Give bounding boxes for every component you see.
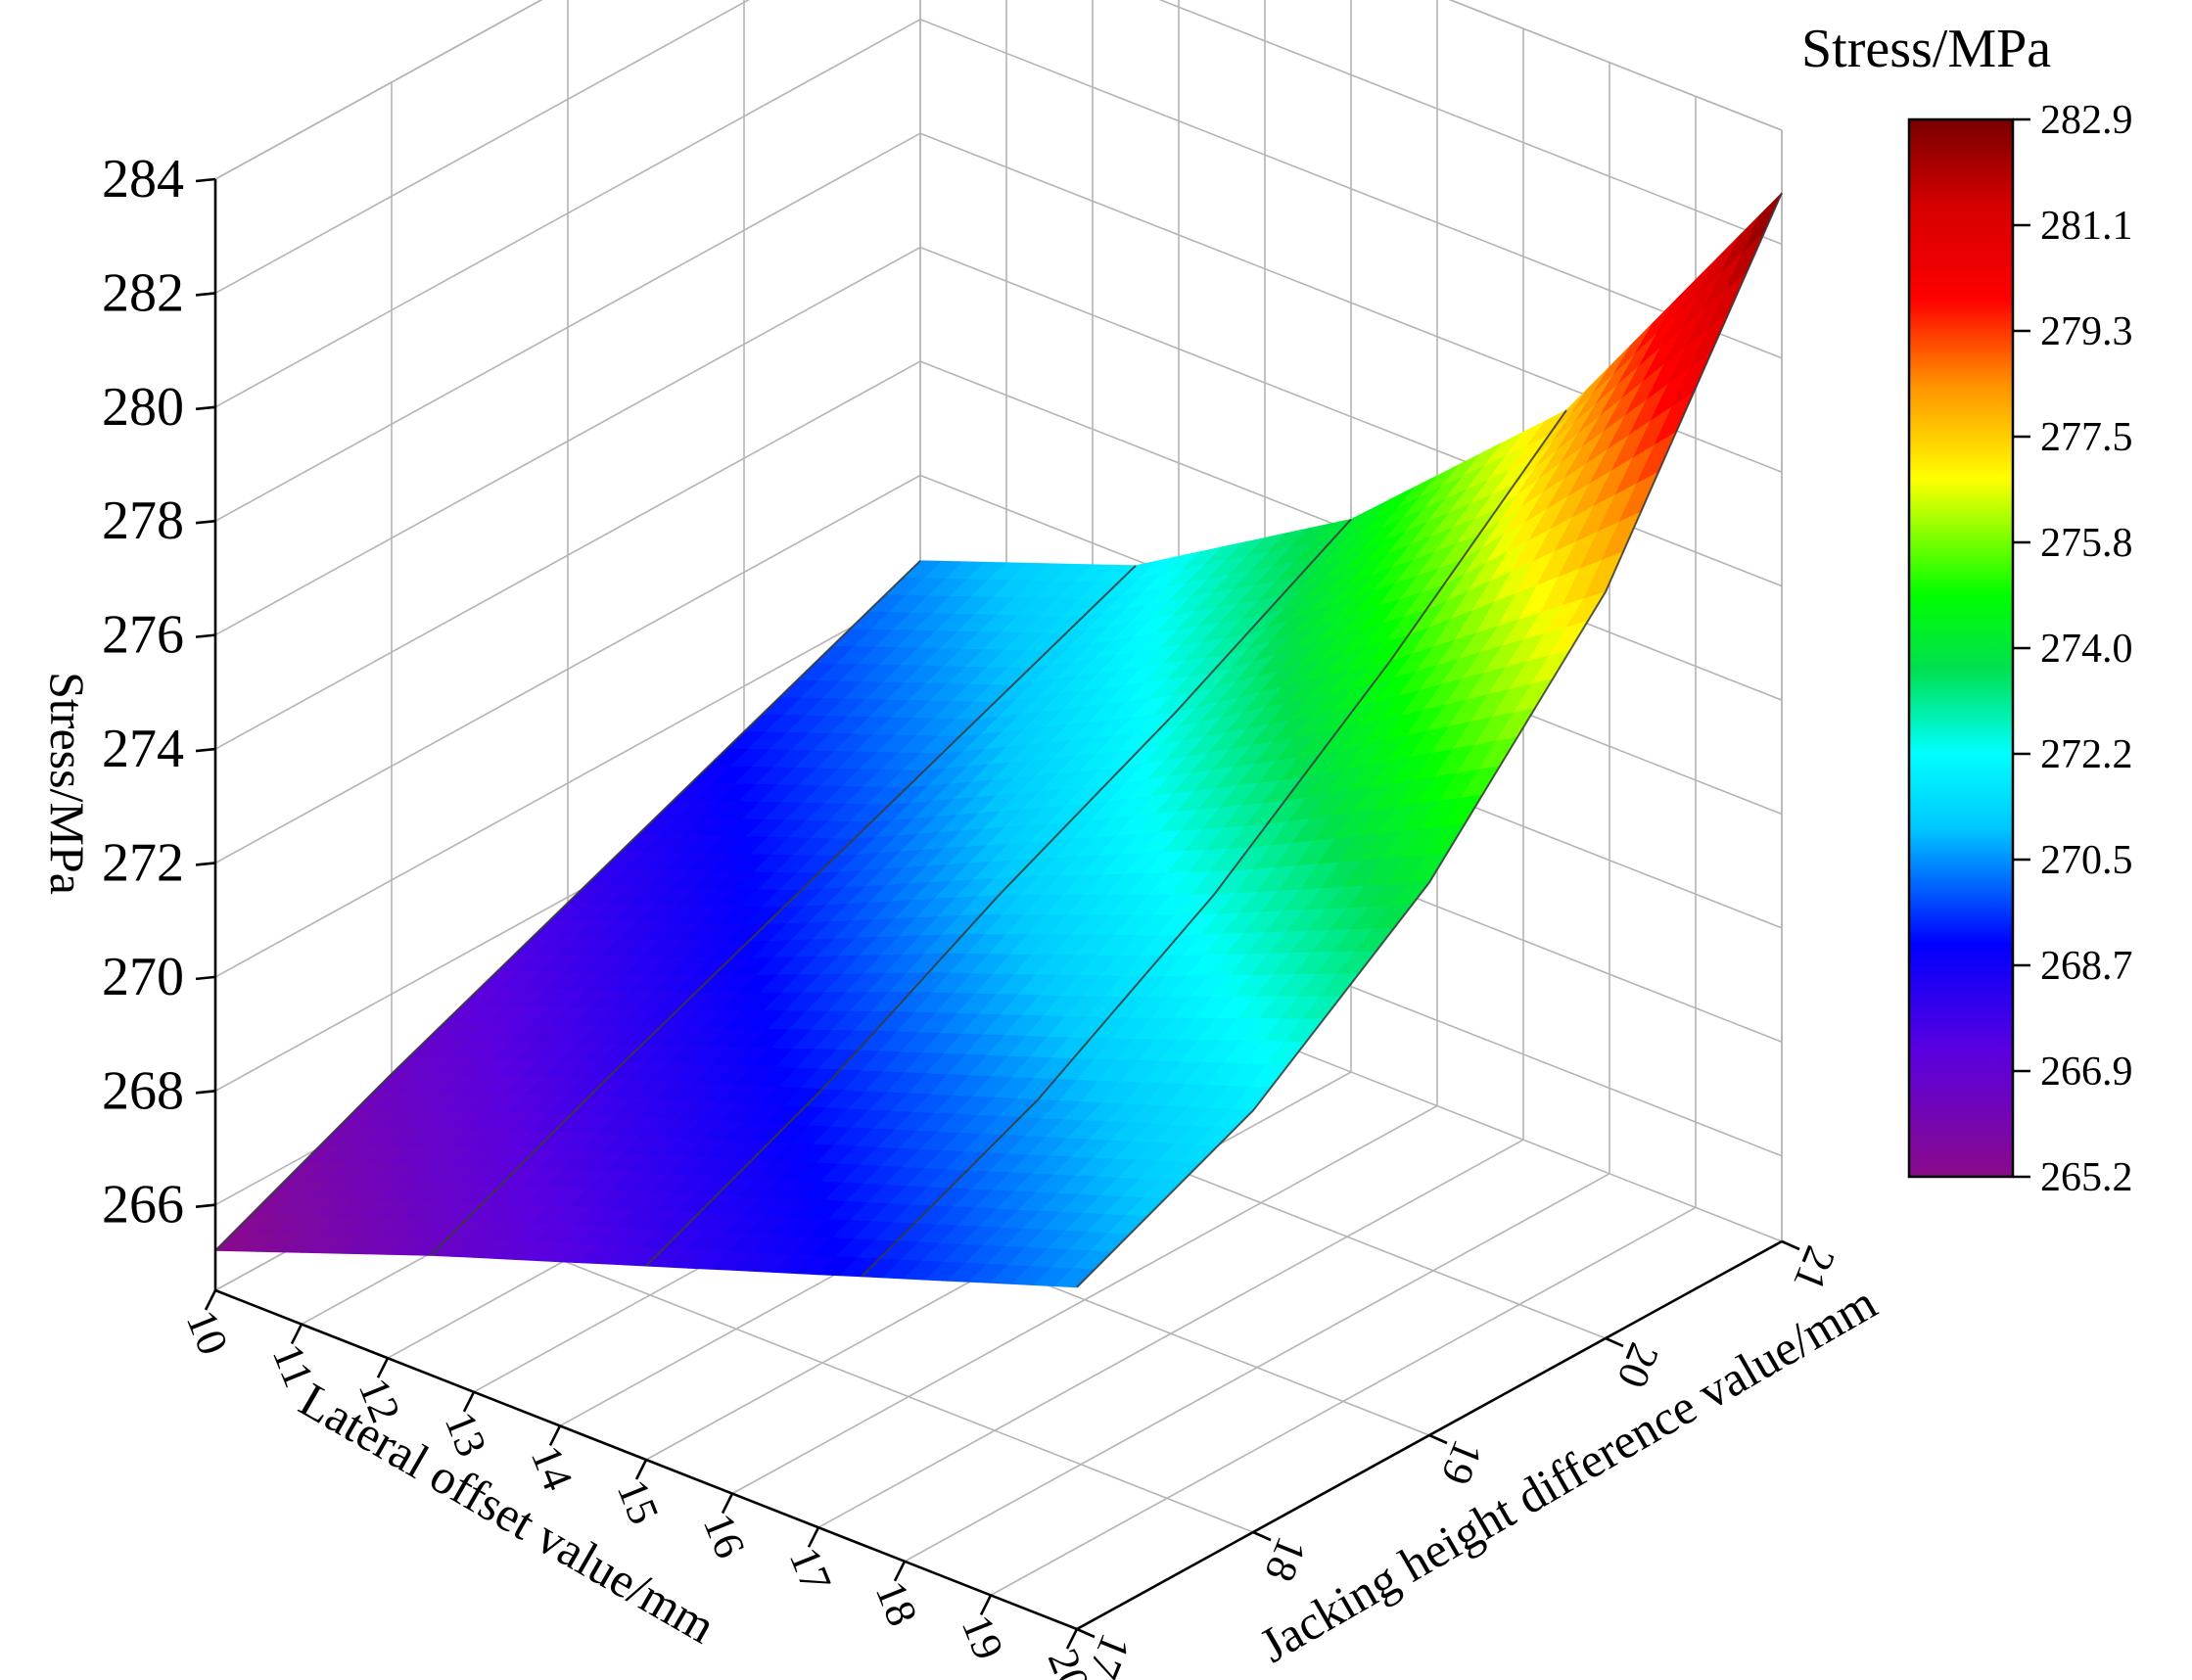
x-tick — [721, 1493, 734, 1515]
x-tick-label: 14 — [522, 1439, 583, 1497]
x-tick — [893, 1561, 907, 1582]
colorbar-title: Stress/MPa — [1801, 19, 2051, 79]
z-tick-label: 274 — [102, 719, 184, 779]
z-tick-label: 268 — [102, 1060, 184, 1121]
z-tick-label: 280 — [102, 377, 184, 438]
z-tick-label: 282 — [102, 262, 184, 323]
y-tick — [1781, 1239, 1800, 1251]
x-tick-label: 17 — [780, 1541, 841, 1599]
y-axis-title: Jacking height difference value/mm — [1250, 1275, 1886, 1673]
colorbar-tick-label: 279.3 — [2040, 309, 2133, 354]
colorbar-tick-label: 282.9 — [2040, 98, 2133, 143]
z-tick-label: 266 — [102, 1175, 184, 1236]
x-tick-label: 19 — [953, 1609, 1013, 1666]
y-tick-label: 19 — [1431, 1433, 1492, 1491]
y-tick-label: 20 — [1608, 1336, 1668, 1394]
x-tick — [548, 1424, 562, 1446]
surface — [214, 192, 1783, 1288]
x-tick-label: 16 — [694, 1507, 755, 1564]
wall-grid-h — [214, 19, 921, 408]
z-tick — [195, 1089, 216, 1095]
x-tick-label: 10 — [177, 1303, 238, 1361]
z-tick — [195, 633, 216, 638]
x-tick — [634, 1459, 648, 1480]
colorbar-tick-label: 275.8 — [2040, 521, 2133, 566]
wall-grid-h — [214, 246, 921, 636]
z-tick — [195, 975, 216, 981]
colorbar-tick-label: 265.2 — [2040, 1155, 2133, 1200]
wall-grid-h — [214, 360, 921, 750]
colorbar-tick-label: 272.2 — [2040, 732, 2133, 777]
z-tick — [195, 1203, 216, 1208]
x-tick — [1065, 1628, 1079, 1650]
colorbar-tick-label: 281.1 — [2040, 204, 2133, 249]
colorbar-tick-label: 274.0 — [2040, 627, 2133, 672]
wall-grid-h — [214, 588, 921, 978]
surface-mesh-line — [430, 565, 1137, 1257]
x-tick — [376, 1357, 390, 1378]
wall-grid-h — [919, 19, 1783, 359]
x-tick — [290, 1324, 303, 1345]
colorbar-ticks: 282.9 281.1 279.3 277.5 275.8 274.0 272.2 270.5… — [2013, 98, 2133, 1200]
colorbar-gradient — [1907, 117, 2015, 1179]
surface-mesh-line — [1076, 192, 1783, 1288]
z-tick — [195, 292, 216, 297]
z-tick — [195, 177, 216, 183]
x-tick-label: 18 — [866, 1574, 927, 1632]
wall-grid-h — [214, 0, 543, 180]
x-tick-label: 15 — [608, 1472, 669, 1530]
z-tick — [195, 747, 216, 753]
z-tick-label: 270 — [102, 947, 184, 1007]
wall-grid-h — [214, 474, 921, 864]
y-tick-label: 18 — [1255, 1530, 1316, 1588]
surface-mesh-line — [214, 560, 921, 1252]
surface-mesh-line — [861, 409, 1567, 1278]
axes — [195, 177, 1800, 1650]
wall-grid-h — [214, 0, 751, 295]
x-tick — [462, 1391, 476, 1413]
colorbar-tick-label: 270.5 — [2040, 838, 2133, 883]
y-tick — [1605, 1336, 1624, 1348]
y-tick — [1076, 1627, 1096, 1639]
colorbar: Stress/MPa 282.9 281.1 279.3 277.5 275.8 274.… — [1801, 19, 2133, 1200]
wall-grid-h — [1448, 0, 1783, 131]
z-tick — [195, 862, 216, 866]
x-tick — [204, 1289, 217, 1311]
z-tick-label: 278 — [102, 490, 184, 551]
wall-grid-h — [214, 132, 921, 522]
z-tick-label: 276 — [102, 605, 184, 666]
x-tick — [979, 1594, 993, 1615]
surface-mesh-line — [645, 518, 1352, 1267]
wall-grid-h — [919, 246, 1783, 587]
z-tick-label: 284 — [102, 149, 184, 210]
y-tick — [1252, 1530, 1272, 1542]
y-tick — [1428, 1433, 1448, 1445]
wall-grid-h — [1158, 0, 1783, 246]
colorbar-tick-label: 277.5 — [2040, 415, 2133, 460]
z-tick — [195, 405, 216, 411]
colorbar-tick-label: 268.7 — [2040, 944, 2133, 989]
z-tick-label: 272 — [102, 832, 184, 893]
colorbar-tick-label: 266.9 — [2040, 1050, 2133, 1095]
x-tick — [807, 1526, 820, 1548]
z-tick — [195, 519, 216, 525]
surface-patch — [1742, 192, 1783, 254]
z-axis-title: Stress/MPa — [40, 672, 95, 895]
